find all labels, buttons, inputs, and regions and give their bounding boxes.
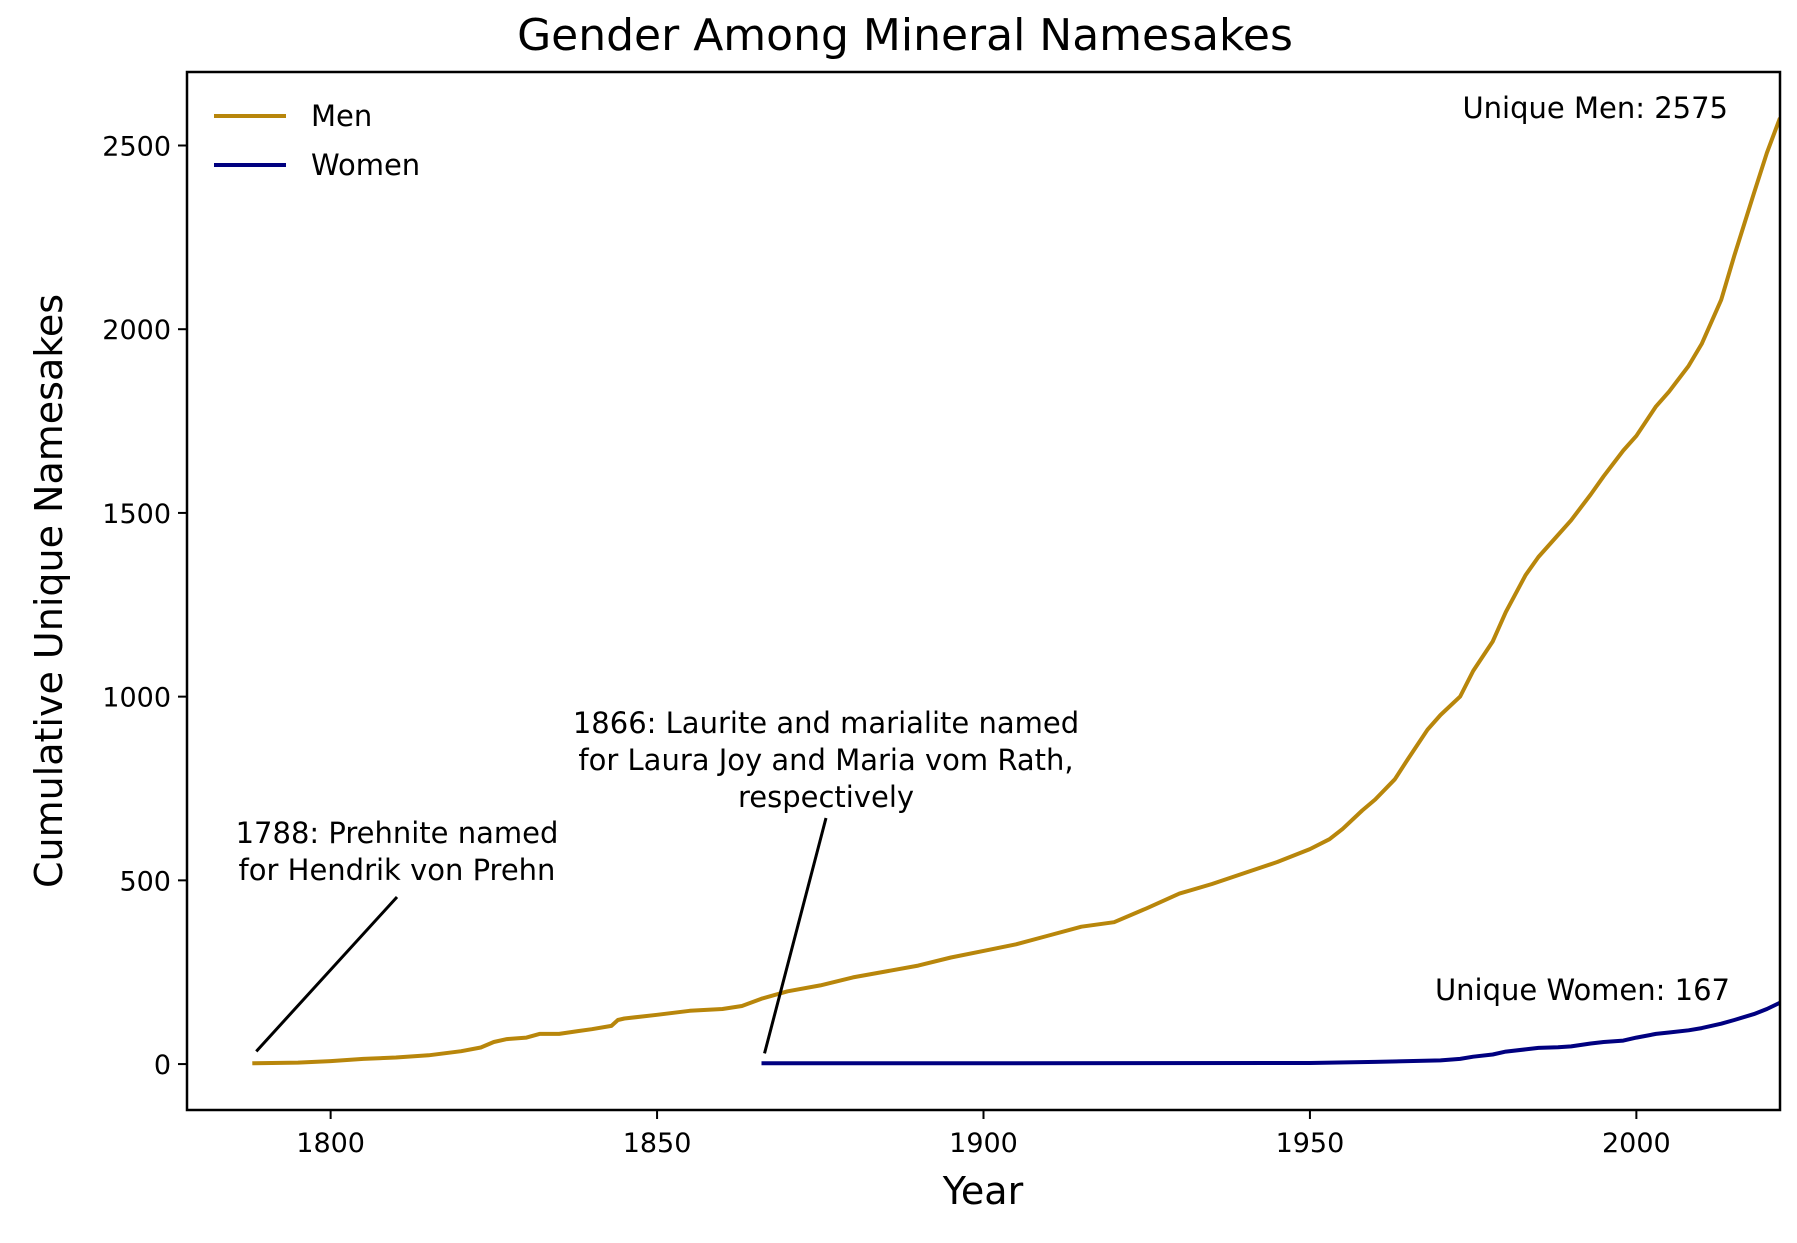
legend-label-women: Women — [311, 148, 420, 182]
x-axis-label: Year — [942, 1169, 1024, 1213]
annotation-prehnite-pointer — [255, 895, 399, 1053]
annotation-laurite-line-1: 1866: Laurite and marialite named — [573, 706, 1079, 740]
annotation-laurite: 1866: Laurite and marialite named for La… — [573, 706, 1079, 814]
y-tick-label: 1500 — [102, 499, 171, 530]
x-tick-label: 2000 — [1602, 1128, 1671, 1159]
y-tick-label: 500 — [119, 866, 171, 897]
x-tick-label: 1850 — [623, 1128, 692, 1159]
x-tick-label: 1800 — [296, 1128, 365, 1159]
x-tick-label: 1950 — [1276, 1128, 1345, 1159]
y-axis-label: Cumulative Unique Namesakes — [27, 294, 71, 888]
annotation-laurite-pointer — [763, 817, 828, 1054]
x-tick-label: 1900 — [949, 1128, 1018, 1159]
plot-frame — [185, 70, 1782, 1112]
annotation-unique-men: Unique Men: 2575 — [1462, 91, 1728, 125]
annotation-prehnite: 1788: Prehnite named for Hendrik von Pre… — [236, 816, 559, 887]
chart-title: Gender Among Mineral Namesakes — [517, 10, 1293, 61]
series-layer — [252, 117, 1780, 1066]
y-tick-label: 1000 — [102, 683, 171, 714]
annotation-unique-women: Unique Women: 167 — [1435, 973, 1730, 1007]
y-axis: 0 500 1000 1500 2000 2500 — [102, 131, 187, 1081]
annotation-prehnite-line-1: 1788: Prehnite named — [236, 816, 559, 850]
series-line-men — [252, 117, 1780, 1066]
y-tick-label: 2000 — [102, 315, 171, 346]
y-tick-label: 2500 — [102, 131, 171, 162]
x-axis: 1800 1850 1900 1950 2000 — [296, 1110, 1671, 1159]
annotation-prehnite-line-2: for Hendrik von Prehn — [239, 853, 556, 887]
annotation-laurite-line-3: respectively — [738, 780, 914, 814]
y-tick-label: 0 — [154, 1050, 171, 1081]
annotation-lines — [255, 817, 828, 1054]
legend: Men Women — [214, 99, 420, 182]
annotation-laurite-line-2: for Laura Joy and Maria vom Rath, — [578, 743, 1073, 777]
series-line-women — [761, 1000, 1780, 1066]
legend-label-men: Men — [311, 99, 372, 133]
